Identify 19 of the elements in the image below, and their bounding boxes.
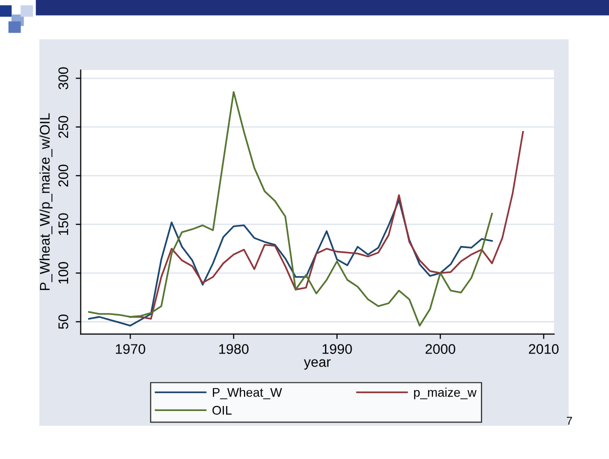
y-tick-label: 200 [58,164,68,187]
y-tick-label: 150 [58,213,68,235]
x-tick-label: 1990 [322,344,352,354]
x-axis-title: year [304,359,331,370]
legend-label: OIL [212,406,232,415]
x-tick-label: 1970 [116,344,146,354]
x-tick-label: 2000 [426,344,456,354]
y-tick-label: 50 [58,314,68,329]
line-series [88,91,493,326]
line-series [88,199,493,326]
legend-label: p_maize_w [414,388,477,400]
y-tick-label: 300 [58,67,68,90]
x-tick-label: 1980 [219,344,249,354]
y-tick-label: 100 [58,262,68,284]
y-tick-label: 250 [58,116,68,138]
y-axis-title: P_Wheat_W/p_maize_w/OIL [40,113,52,290]
text: 7 [566,416,572,425]
x-tick-label: 2010 [528,344,559,354]
legend-label: P_Wheat_W [212,388,282,400]
